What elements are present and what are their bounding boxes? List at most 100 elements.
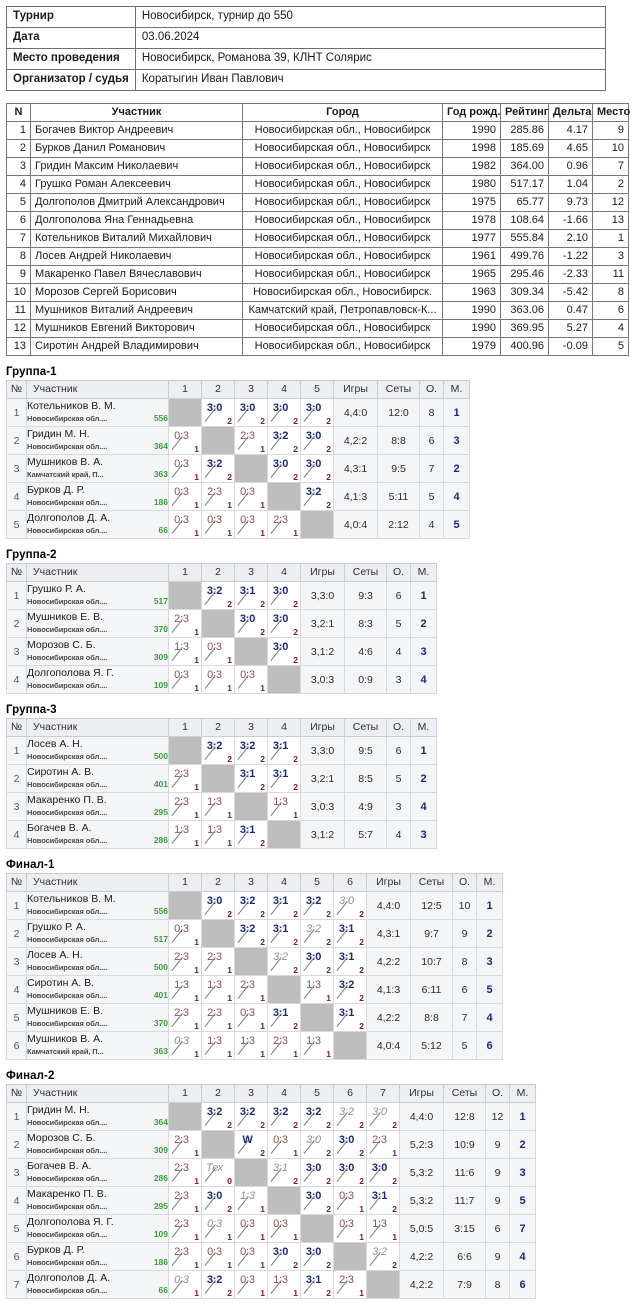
match-cell[interactable]: 0:3 1: [201, 1214, 235, 1243]
match-cell[interactable]: 3:1 2: [267, 764, 301, 793]
match-cell[interactable]: 3:1 2: [267, 736, 301, 765]
match-cell[interactable]: 1:3 1: [234, 1186, 268, 1215]
match-cell[interactable]: 3:1 2: [333, 919, 367, 948]
player-cell[interactable]: Мушников Е. В. Новосибирская обл.... 370: [26, 609, 169, 638]
match-cell[interactable]: 3:1 2: [267, 1003, 301, 1032]
match-cell[interactable]: 3:2 2: [333, 1102, 367, 1131]
match-cell[interactable]: 2:3 1: [168, 792, 202, 821]
match-cell[interactable]: 1:3 1: [300, 975, 334, 1004]
match-cell[interactable]: 2:3 1: [168, 1242, 202, 1271]
match-cell[interactable]: 2:3 1: [201, 1003, 235, 1032]
match-cell[interactable]: 3:1 2: [267, 891, 301, 920]
match-cell[interactable]: 3:2 2: [300, 891, 334, 920]
match-cell[interactable]: 3:2 2: [201, 736, 235, 765]
match-cell[interactable]: 3:1 2: [234, 581, 268, 610]
player-cell[interactable]: Богачев В. А. Новосибирская обл.... 286: [26, 1158, 169, 1187]
match-cell[interactable]: 3:0 2: [300, 1242, 334, 1271]
match-cell[interactable]: 0:3 1: [168, 665, 202, 694]
match-cell[interactable]: 3:0 2: [333, 1158, 367, 1187]
match-cell[interactable]: 0:3 1: [201, 1242, 235, 1271]
match-cell[interactable]: 3:2 2: [300, 482, 334, 511]
match-cell[interactable]: 0:3 1: [168, 482, 202, 511]
match-cell[interactable]: 3:2 2: [267, 947, 301, 976]
match-cell[interactable]: 2:3 1: [168, 764, 202, 793]
match-cell[interactable]: 0:3 1: [267, 1130, 301, 1159]
match-cell[interactable]: 3:0 2: [234, 398, 268, 427]
match-cell[interactable]: Тех 0: [201, 1158, 235, 1187]
player-cell[interactable]: Гридин М. Н. Новосибирская обл.... 364: [26, 426, 169, 455]
player-cell[interactable]: Долгополова Я. Г. Новосибирская обл.... 10…: [26, 1214, 169, 1243]
match-cell[interactable]: 2:3 1: [267, 1031, 301, 1060]
match-cell[interactable]: 3:0 2: [300, 426, 334, 455]
match-cell[interactable]: 3:0 2: [300, 1158, 334, 1187]
player-cell[interactable]: Мушников В. А. Камчатский край, П... 363: [26, 454, 169, 483]
match-cell[interactable]: 3:0 2: [267, 637, 301, 666]
match-cell[interactable]: 0:3 1: [234, 1242, 268, 1271]
player-cell[interactable]: Долгополов Д. А. Новосибирская обл.... 66: [26, 510, 169, 539]
match-cell[interactable]: 2:3 1: [168, 1214, 202, 1243]
match-cell[interactable]: 3:0 2: [333, 1130, 367, 1159]
match-cell[interactable]: 2:3 1: [168, 947, 202, 976]
match-cell[interactable]: 1:3 1: [168, 975, 202, 1004]
match-cell[interactable]: 3:2 2: [300, 919, 334, 948]
match-cell[interactable]: 0:3 1: [234, 482, 268, 511]
match-cell[interactable]: 0:3 1: [168, 510, 202, 539]
match-cell[interactable]: 3:2 2: [234, 1102, 268, 1131]
match-cell[interactable]: 1:3 1: [234, 1031, 268, 1060]
match-cell[interactable]: 0:3 1: [333, 1186, 367, 1215]
match-cell[interactable]: 3:2 2: [234, 919, 268, 948]
match-cell[interactable]: 3:0 2: [366, 1102, 400, 1131]
player-cell[interactable]: Морозов С. Б. Новосибирская обл.... 309: [26, 637, 169, 666]
match-cell[interactable]: 3:0 2: [333, 891, 367, 920]
match-cell[interactable]: 3:2 2: [234, 891, 268, 920]
match-cell[interactable]: 3:1 2: [300, 1270, 334, 1299]
player-cell[interactable]: Мушников Е. В. Новосибирская обл.... 370: [26, 1003, 169, 1032]
match-cell[interactable]: 3:0 2: [267, 1242, 301, 1271]
match-cell[interactable]: 3:0 2: [201, 1186, 235, 1215]
match-cell[interactable]: 0:3 1: [168, 454, 202, 483]
match-cell[interactable]: 2:3 1: [168, 1130, 202, 1159]
match-cell[interactable]: 2:3 1: [201, 482, 235, 511]
match-cell[interactable]: 0:3 1: [168, 1270, 202, 1299]
player-cell[interactable]: Грушко Р. А. Новосибирская обл.... 517: [26, 581, 169, 610]
match-cell[interactable]: 3:1 2: [333, 947, 367, 976]
match-cell[interactable]: 3:0 2: [267, 581, 301, 610]
match-cell[interactable]: 1:3 1: [168, 637, 202, 666]
match-cell[interactable]: 2:3 1: [366, 1130, 400, 1159]
player-cell[interactable]: Долгополова Я. Г. Новосибирская обл.... 10…: [26, 665, 169, 694]
match-cell[interactable]: 3:0 2: [300, 1186, 334, 1215]
match-cell[interactable]: 1:3 1: [300, 1031, 334, 1060]
match-cell[interactable]: 3:1 2: [333, 1003, 367, 1032]
match-cell[interactable]: 2:3 1: [168, 1186, 202, 1215]
match-cell[interactable]: 0:3 1: [234, 510, 268, 539]
match-cell[interactable]: 3:0 2: [300, 454, 334, 483]
match-cell[interactable]: 0:3 1: [234, 1003, 268, 1032]
player-cell[interactable]: Бурков Д. Р. Новосибирская обл.... 186: [26, 482, 169, 511]
player-cell[interactable]: Сиротин А. В. Новосибирская обл.... 401: [26, 764, 169, 793]
match-cell[interactable]: 1:3 1: [201, 792, 235, 821]
match-cell[interactable]: 0:3 1: [201, 665, 235, 694]
player-cell[interactable]: Котельников В. М. Новосибирская обл.... 55…: [26, 398, 169, 427]
match-cell[interactable]: 3:0 2: [300, 1130, 334, 1159]
match-cell[interactable]: 3:2 2: [201, 1102, 235, 1131]
player-cell[interactable]: Морозов С. Б. Новосибирская обл.... 309: [26, 1130, 169, 1159]
match-cell[interactable]: 2:3 1: [234, 975, 268, 1004]
match-cell[interactable]: 1:3 1: [201, 1031, 235, 1060]
player-cell[interactable]: Котельников В. М. Новосибирская обл.... 55…: [26, 891, 169, 920]
player-cell[interactable]: Бурков Д. Р. Новосибирская обл.... 186: [26, 1242, 169, 1271]
match-cell[interactable]: 2:3 1: [168, 609, 202, 638]
match-cell[interactable]: 2:3 1: [267, 510, 301, 539]
match-cell[interactable]: 1:3 1: [267, 792, 301, 821]
player-cell[interactable]: Лосев А. Н. Новосибирская обл.... 500: [26, 736, 169, 765]
match-cell[interactable]: 3:0 2: [300, 398, 334, 427]
match-cell[interactable]: 3:0 2: [234, 609, 268, 638]
player-cell[interactable]: Гридин М. Н. Новосибирская обл.... 364: [26, 1102, 169, 1131]
match-cell[interactable]: 3:2 2: [201, 581, 235, 610]
match-cell[interactable]: 2:3 1: [168, 1158, 202, 1187]
match-cell[interactable]: 3:0 2: [267, 454, 301, 483]
match-cell[interactable]: 0:3 1: [234, 1270, 268, 1299]
player-cell[interactable]: Грушко Р. А. Новосибирская обл.... 517: [26, 919, 169, 948]
match-cell[interactable]: 1:3 1: [267, 1270, 301, 1299]
player-cell[interactable]: Сиротин А. В. Новосибирская обл.... 401: [26, 975, 169, 1004]
